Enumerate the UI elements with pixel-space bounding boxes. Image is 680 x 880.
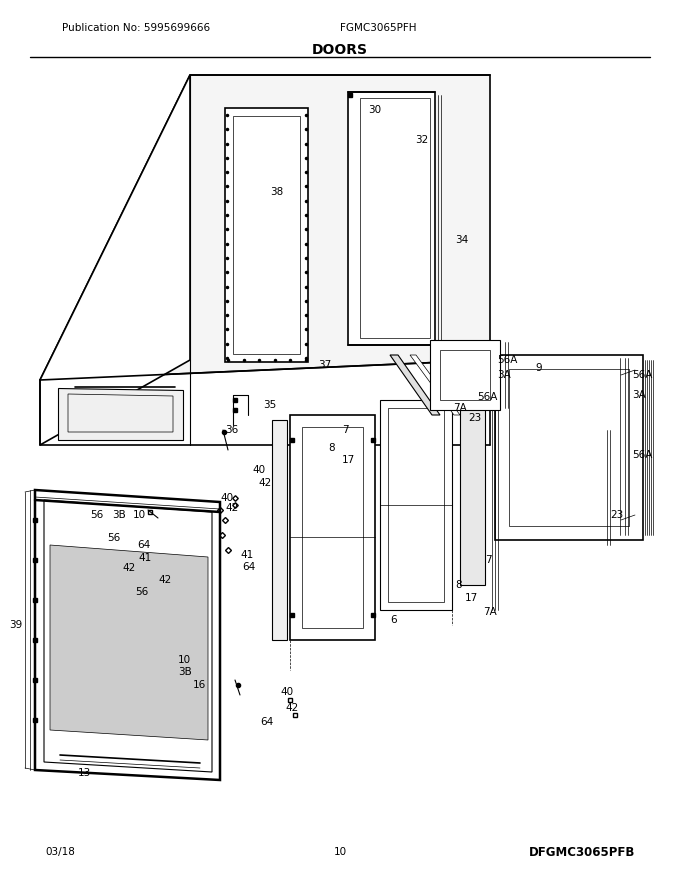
- Polygon shape: [44, 500, 212, 772]
- Text: 16: 16: [193, 680, 206, 690]
- Text: DFGMC3065PFB: DFGMC3065PFB: [528, 846, 635, 859]
- Text: 56A: 56A: [497, 355, 517, 365]
- Text: 42: 42: [158, 575, 171, 585]
- Text: 17: 17: [465, 593, 478, 603]
- Text: 10: 10: [133, 510, 146, 520]
- Text: 37: 37: [318, 360, 331, 370]
- Text: 36: 36: [225, 425, 238, 435]
- Polygon shape: [348, 92, 435, 345]
- Text: 42: 42: [122, 563, 135, 573]
- Polygon shape: [40, 75, 190, 445]
- Text: 3A: 3A: [632, 390, 646, 400]
- Text: 38: 38: [270, 187, 284, 197]
- Text: FGMC3065PFH: FGMC3065PFH: [340, 23, 416, 33]
- Text: 42: 42: [225, 503, 238, 513]
- Text: 41: 41: [240, 550, 253, 560]
- Text: 42: 42: [258, 478, 271, 488]
- Text: 32: 32: [415, 135, 428, 145]
- Text: 8: 8: [328, 443, 335, 453]
- Polygon shape: [390, 355, 440, 415]
- Text: 42: 42: [285, 703, 299, 713]
- Text: 34: 34: [455, 235, 469, 245]
- Text: 17: 17: [342, 455, 355, 465]
- Text: 39: 39: [9, 620, 22, 630]
- Polygon shape: [272, 420, 287, 640]
- Text: 7A: 7A: [453, 403, 466, 413]
- Text: 23: 23: [610, 510, 624, 520]
- Text: 9: 9: [535, 363, 542, 373]
- Polygon shape: [460, 390, 485, 585]
- Polygon shape: [35, 490, 220, 780]
- Text: 40: 40: [280, 687, 293, 697]
- Polygon shape: [58, 388, 183, 440]
- Text: 40: 40: [220, 493, 233, 503]
- Text: 40: 40: [252, 465, 265, 475]
- Text: 56: 56: [135, 587, 148, 597]
- Text: 64: 64: [137, 540, 150, 550]
- Text: 8: 8: [455, 580, 462, 590]
- Text: Publication No: 5995699666: Publication No: 5995699666: [62, 23, 210, 33]
- Text: 64: 64: [242, 562, 255, 572]
- Text: 3B: 3B: [112, 510, 126, 520]
- Polygon shape: [40, 75, 490, 380]
- Text: 7: 7: [485, 555, 492, 565]
- Text: 30: 30: [368, 105, 381, 115]
- Text: 56: 56: [90, 510, 103, 520]
- Text: 23: 23: [468, 413, 481, 423]
- Polygon shape: [225, 108, 308, 362]
- Text: 41: 41: [138, 553, 151, 563]
- Polygon shape: [50, 545, 208, 740]
- Text: 13: 13: [78, 768, 91, 778]
- Text: 7: 7: [342, 425, 349, 435]
- Text: 56A: 56A: [632, 370, 652, 380]
- Text: 56A: 56A: [632, 450, 652, 460]
- Polygon shape: [430, 340, 500, 410]
- Text: 56A: 56A: [477, 392, 497, 402]
- Text: 03/18: 03/18: [45, 847, 75, 857]
- Polygon shape: [380, 400, 452, 610]
- Text: 56: 56: [107, 533, 120, 543]
- Text: 7A: 7A: [483, 607, 497, 617]
- Polygon shape: [290, 415, 375, 640]
- Polygon shape: [495, 355, 643, 540]
- Text: 10: 10: [333, 847, 347, 857]
- Text: 6: 6: [390, 615, 396, 625]
- Text: 10: 10: [178, 655, 191, 665]
- Text: 3B: 3B: [178, 667, 192, 677]
- Text: 64: 64: [260, 717, 273, 727]
- Polygon shape: [410, 355, 460, 415]
- Text: 35: 35: [263, 400, 276, 410]
- Text: 3A: 3A: [497, 370, 511, 380]
- Text: DOORS: DOORS: [312, 43, 368, 57]
